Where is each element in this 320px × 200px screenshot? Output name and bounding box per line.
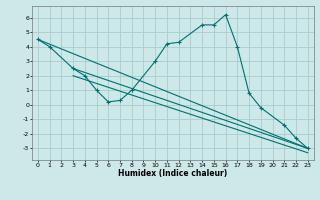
X-axis label: Humidex (Indice chaleur): Humidex (Indice chaleur) [118, 169, 228, 178]
